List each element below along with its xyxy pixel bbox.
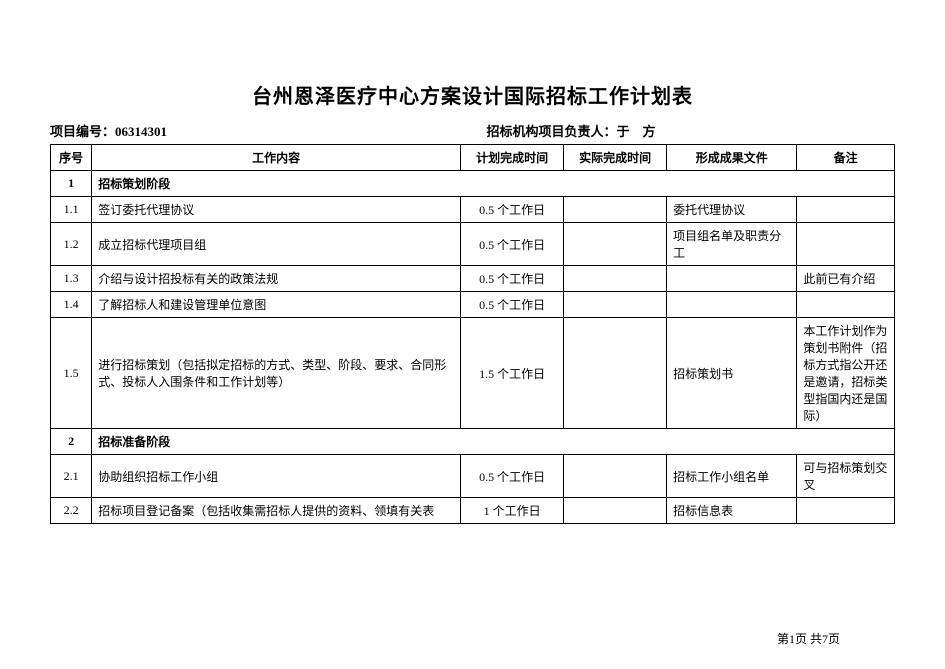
cell-actual <box>564 292 667 318</box>
cell-note <box>797 498 895 524</box>
cell-deliverable: 招标工作小组名单 <box>667 455 797 498</box>
cell-actual <box>564 318 667 429</box>
cell-seq: 1.2 <box>51 223 92 266</box>
cell-content: 招标项目登记备案（包括收集需招标人提供的资料、领填有关表 <box>92 498 461 524</box>
table-body: 1招标策划阶段1.1签订委托代理协议0.5 个工作日委托代理协议1.2成立招标代… <box>51 171 895 524</box>
cell-note <box>797 292 895 318</box>
cell-deliverable <box>667 292 797 318</box>
cell-deliverable <box>667 266 797 292</box>
cell-content: 协助组织招标工作小组 <box>92 455 461 498</box>
cell-section-title: 招标准备阶段 <box>92 429 895 455</box>
cell-seq: 1.5 <box>51 318 92 429</box>
col-header-content: 工作内容 <box>92 145 461 171</box>
cell-actual <box>564 498 667 524</box>
project-number-value: 06314301 <box>115 124 167 139</box>
cell-actual <box>564 197 667 223</box>
cell-seq: 2.1 <box>51 455 92 498</box>
project-number-label: 项目编号： <box>50 124 115 139</box>
cell-note <box>797 223 895 266</box>
work-plan-table: 序号 工作内容 计划完成时间 实际完成时间 形成成果文件 备注 1招标策划阶段1… <box>50 144 895 524</box>
leader-name: 于 方 <box>617 124 656 139</box>
table-row: 1招标策划阶段 <box>51 171 895 197</box>
table-row: 1.4了解招标人和建设管理单位意图0.5 个工作日 <box>51 292 895 318</box>
col-header-actual: 实际完成时间 <box>564 145 667 171</box>
cell-planned: 1.5 个工作日 <box>461 318 564 429</box>
cell-planned: 0.5 个工作日 <box>461 223 564 266</box>
table-row: 2招标准备阶段 <box>51 429 895 455</box>
cell-content: 进行招标策划（包括拟定招标的方式、类型、阶段、要求、合同形式、投标人入围条件和工… <box>92 318 461 429</box>
cell-planned: 1 个工作日 <box>461 498 564 524</box>
col-header-deliverable: 形成成果文件 <box>667 145 797 171</box>
col-header-note: 备注 <box>797 145 895 171</box>
leader: 招标机构项目负责人：于 方 <box>167 121 895 140</box>
leader-label: 招标机构项目负责人： <box>486 124 616 139</box>
document-title: 台州恩泽医疗中心方案设计国际招标工作计划表 <box>50 80 895 109</box>
cell-planned: 0.5 个工作日 <box>461 292 564 318</box>
cell-seq: 1.1 <box>51 197 92 223</box>
cell-note: 本工作计划作为策划书附件（招标方式指公开还是邀请，招标类型指国内还是国际） <box>797 318 895 429</box>
cell-seq: 1 <box>51 171 92 197</box>
cell-content: 介绍与设计招投标有关的政策法规 <box>92 266 461 292</box>
table-row: 1.2成立招标代理项目组0.5 个工作日 项目组名单及职责分工 <box>51 223 895 266</box>
cell-actual <box>564 223 667 266</box>
meta-row: 项目编号：06314301 招标机构项目负责人：于 方 <box>50 121 895 140</box>
page-footer: 第1页 共7页 <box>777 630 840 647</box>
cell-planned: 0.5 个工作日 <box>461 266 564 292</box>
project-number: 项目编号：06314301 <box>50 121 167 140</box>
cell-content: 成立招标代理项目组 <box>92 223 461 266</box>
col-header-seq: 序号 <box>51 145 92 171</box>
table-row: 2.1协助组织招标工作小组0.5 个工作日 招标工作小组名单可与招标策划交叉 <box>51 455 895 498</box>
table-header-row: 序号 工作内容 计划完成时间 实际完成时间 形成成果文件 备注 <box>51 145 895 171</box>
cell-actual <box>564 455 667 498</box>
cell-note: 此前已有介绍 <box>797 266 895 292</box>
cell-actual <box>564 266 667 292</box>
cell-deliverable: 招标信息表 <box>667 498 797 524</box>
cell-note <box>797 197 895 223</box>
cell-seq: 1.3 <box>51 266 92 292</box>
table-row: 2.2招标项目登记备案（包括收集需招标人提供的资料、领填有关表1 个工作日 招标信… <box>51 498 895 524</box>
cell-seq: 1.4 <box>51 292 92 318</box>
cell-planned: 0.5 个工作日 <box>461 197 564 223</box>
cell-note: 可与招标策划交叉 <box>797 455 895 498</box>
cell-deliverable: 委托代理协议 <box>667 197 797 223</box>
table-row: 1.1签订委托代理协议0.5 个工作日 委托代理协议 <box>51 197 895 223</box>
table-row: 1.5进行招标策划（包括拟定招标的方式、类型、阶段、要求、合同形式、投标人入围条… <box>51 318 895 429</box>
cell-section-title: 招标策划阶段 <box>92 171 895 197</box>
cell-planned: 0.5 个工作日 <box>461 455 564 498</box>
cell-content: 了解招标人和建设管理单位意图 <box>92 292 461 318</box>
table-row: 1.3介绍与设计招投标有关的政策法规0.5 个工作日 此前已有介绍 <box>51 266 895 292</box>
cell-deliverable: 招标策划书 <box>667 318 797 429</box>
cell-seq: 2 <box>51 429 92 455</box>
cell-content: 签订委托代理协议 <box>92 197 461 223</box>
col-header-planned: 计划完成时间 <box>461 145 564 171</box>
cell-seq: 2.2 <box>51 498 92 524</box>
cell-deliverable: 项目组名单及职责分工 <box>667 223 797 266</box>
